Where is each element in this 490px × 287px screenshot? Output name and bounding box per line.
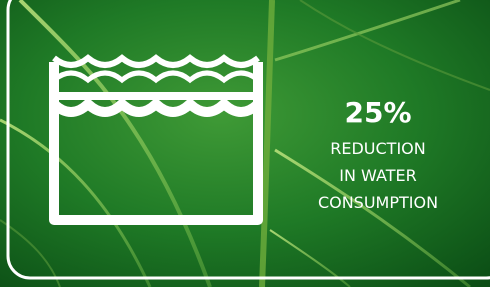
infographic: 25% REDUCTION IN WATER CONSUMPTION bbox=[0, 0, 490, 287]
label-line: REDUCTION bbox=[330, 139, 425, 158]
label-line: IN WATER bbox=[339, 166, 416, 185]
stat-value: 25% bbox=[344, 96, 411, 129]
label-line: CONSUMPTION bbox=[318, 193, 438, 212]
